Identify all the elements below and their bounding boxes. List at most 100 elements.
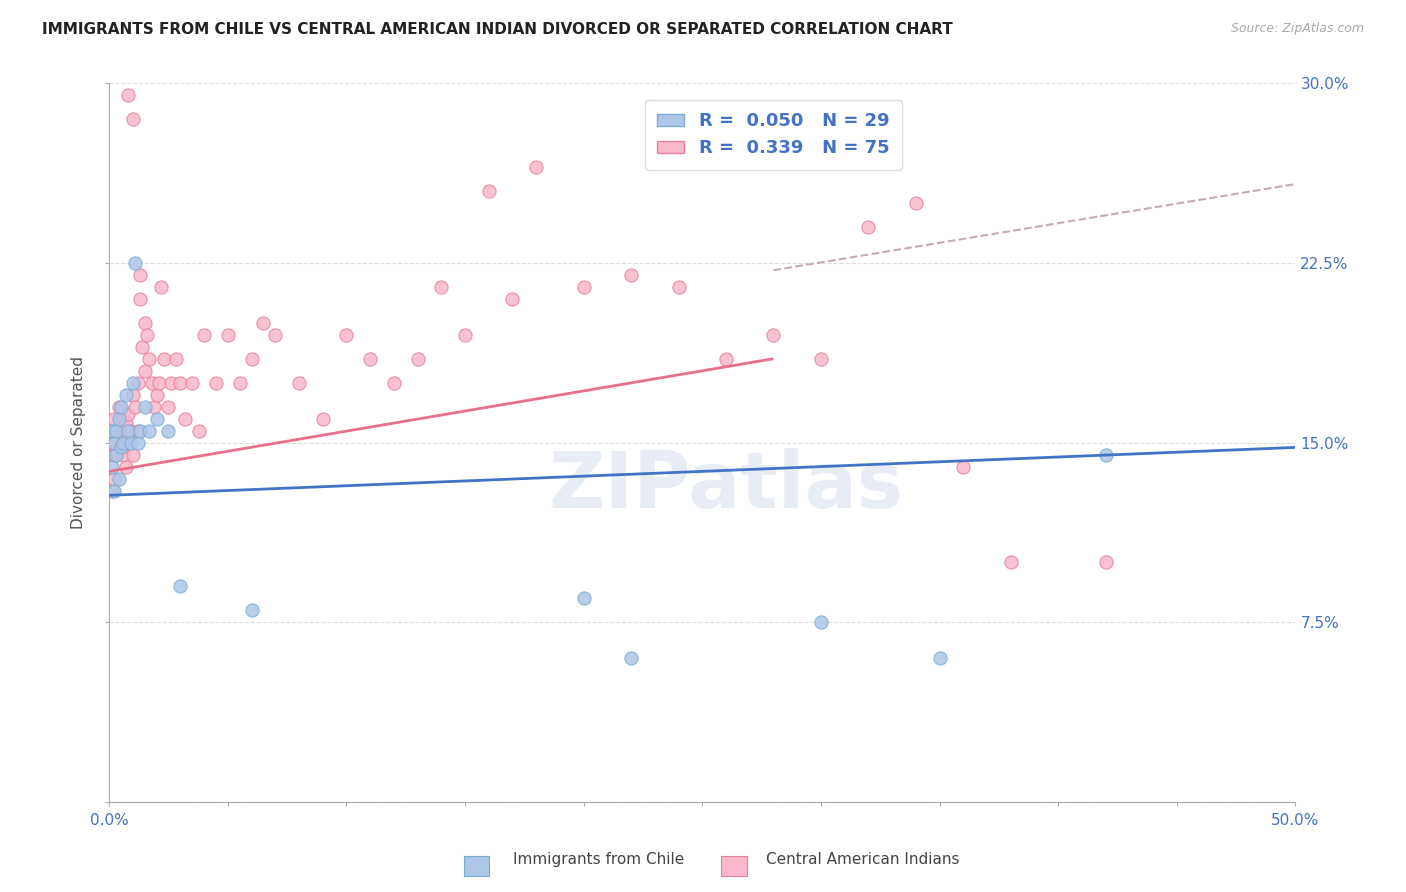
Point — [430, 280, 453, 294]
Point — [406, 351, 429, 366]
Text: ZIPatlas: ZIPatlas — [548, 448, 904, 524]
Point — [359, 351, 381, 366]
Text: Immigrants from Chile: Immigrants from Chile — [513, 852, 685, 867]
Point — [668, 280, 690, 294]
Y-axis label: Divorced or Separated: Divorced or Separated — [72, 356, 86, 529]
Point — [103, 411, 125, 425]
Point — [117, 88, 139, 103]
Point — [110, 441, 132, 455]
Point — [150, 280, 173, 294]
Point — [524, 161, 547, 175]
Point — [103, 483, 125, 498]
Point — [120, 424, 142, 438]
Point — [110, 424, 132, 438]
Point — [107, 400, 129, 414]
Point — [152, 351, 174, 366]
Point — [122, 112, 145, 127]
Point — [502, 292, 524, 306]
Point — [134, 316, 156, 330]
Point — [127, 424, 149, 438]
Point — [312, 411, 335, 425]
Point — [122, 376, 145, 390]
Point — [620, 268, 643, 282]
Point — [117, 435, 139, 450]
Point — [193, 327, 215, 342]
Point — [107, 471, 129, 485]
Point — [107, 424, 129, 438]
Point — [112, 448, 135, 462]
Point — [858, 220, 880, 235]
Point — [382, 376, 405, 390]
Point — [124, 256, 146, 270]
Point — [157, 424, 180, 438]
Point — [478, 184, 501, 198]
Point — [952, 459, 974, 474]
Point — [100, 459, 122, 474]
Point — [103, 435, 125, 450]
Point — [127, 376, 149, 390]
Point — [1094, 555, 1116, 569]
Point — [100, 483, 122, 498]
Point — [129, 292, 152, 306]
Point — [100, 424, 122, 438]
Point — [110, 441, 132, 455]
Point — [100, 435, 122, 450]
Point — [117, 424, 139, 438]
Point — [141, 376, 163, 390]
Point — [1000, 555, 1022, 569]
Point — [103, 448, 125, 462]
Point — [228, 376, 250, 390]
Point — [205, 376, 228, 390]
Point — [181, 376, 204, 390]
Point — [127, 435, 149, 450]
Point — [105, 448, 128, 462]
Point — [100, 424, 122, 438]
Text: Central American Indians: Central American Indians — [766, 852, 960, 867]
Point — [134, 400, 156, 414]
Point — [138, 424, 160, 438]
Point — [288, 376, 311, 390]
Point — [110, 400, 132, 414]
Legend: R =  0.050   N = 29, R =  0.339   N = 75: R = 0.050 N = 29, R = 0.339 N = 75 — [645, 100, 903, 170]
Point — [124, 400, 146, 414]
Point — [117, 407, 139, 421]
Point — [134, 364, 156, 378]
Point — [240, 351, 263, 366]
Point — [762, 327, 785, 342]
Point — [105, 435, 128, 450]
Point — [112, 435, 135, 450]
Point — [107, 411, 129, 425]
Point — [1094, 448, 1116, 462]
Point — [169, 579, 191, 593]
Point — [810, 351, 832, 366]
Point — [252, 316, 274, 330]
Text: Source: ZipAtlas.com: Source: ZipAtlas.com — [1230, 22, 1364, 36]
Text: IMMIGRANTS FROM CHILE VS CENTRAL AMERICAN INDIAN DIVORCED OR SEPARATED CORRELATI: IMMIGRANTS FROM CHILE VS CENTRAL AMERICA… — [42, 22, 953, 37]
Point — [131, 340, 153, 354]
Point — [157, 400, 180, 414]
Point — [217, 327, 239, 342]
Point — [169, 376, 191, 390]
Point — [264, 327, 287, 342]
Point — [129, 268, 152, 282]
Point — [122, 388, 145, 402]
Point — [928, 651, 950, 665]
Point — [454, 327, 477, 342]
Point — [114, 459, 136, 474]
Point — [572, 280, 595, 294]
Point — [122, 448, 145, 462]
Point — [240, 603, 263, 617]
Point — [174, 411, 197, 425]
Point — [148, 376, 170, 390]
Point — [145, 411, 167, 425]
Point — [714, 351, 737, 366]
Point — [620, 651, 643, 665]
Point — [105, 424, 128, 438]
Point — [103, 471, 125, 485]
Point — [105, 448, 128, 462]
Point — [120, 435, 142, 450]
Point — [138, 351, 160, 366]
Point — [114, 388, 136, 402]
Point — [129, 424, 152, 438]
Point — [188, 424, 211, 438]
